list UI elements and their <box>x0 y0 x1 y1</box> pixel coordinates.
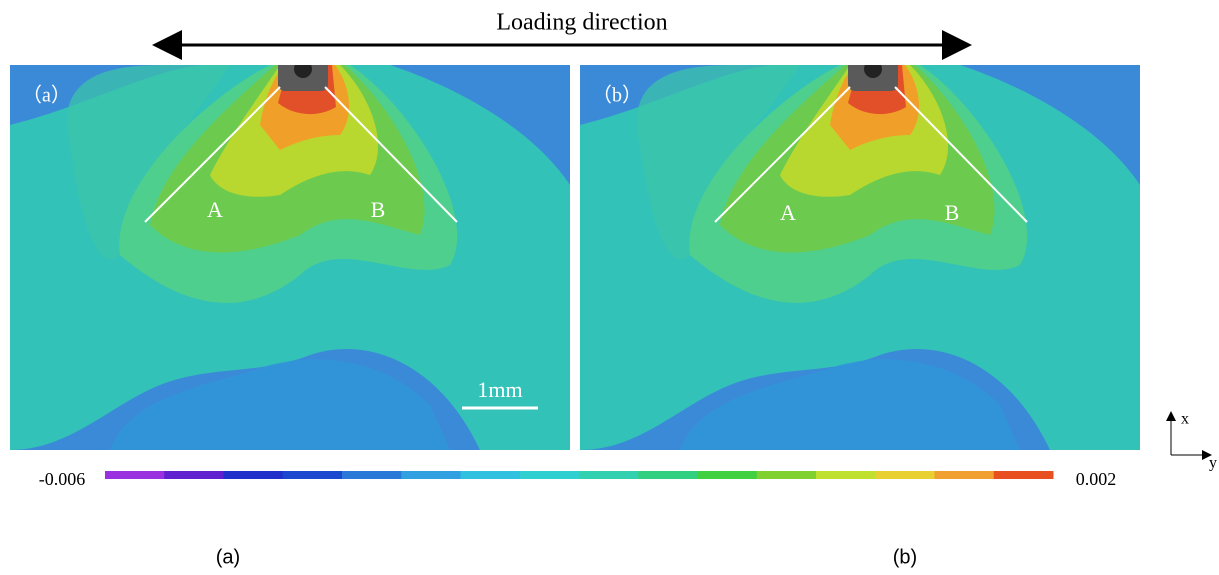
colorbar <box>105 471 1054 479</box>
axis-label: x <box>1181 411 1189 428</box>
colorbar-segment <box>164 471 224 479</box>
caption: (a) <box>216 546 240 568</box>
figure: Loading direction （a） A B 1mm （b） A B x … <box>0 0 1219 575</box>
colorbar-segment <box>875 471 935 479</box>
axes-icon: x y <box>1171 411 1217 472</box>
colorbar-segment <box>283 471 343 479</box>
caption: (b) <box>893 546 917 568</box>
colorbar-segment <box>342 471 402 479</box>
colorbar-segment <box>638 471 698 479</box>
panel-a: （a） A B 1mm <box>10 59 570 450</box>
panel-label: （b） <box>592 84 642 107</box>
panel-b: （b） A B <box>580 59 1140 450</box>
colorbar-segment <box>520 471 580 479</box>
colorbar-min: -0.006 <box>39 469 86 489</box>
scale-bar-label: 1mm <box>477 377 522 402</box>
axis-label: y <box>1209 455 1217 472</box>
point-label: A <box>780 200 796 225</box>
title: Loading direction <box>496 10 667 36</box>
colorbar-segment <box>401 471 461 479</box>
colorbar-segment <box>757 471 817 479</box>
point-label: A <box>207 197 223 222</box>
colorbar-segment <box>105 471 165 479</box>
colorbar-segment <box>935 471 995 479</box>
colorbar-segment <box>994 471 1054 479</box>
colorbar-segment <box>224 471 284 479</box>
colorbar-segment <box>816 471 876 479</box>
panel-label: （a） <box>22 84 71 107</box>
colorbar-segment <box>461 471 521 479</box>
point-label: B <box>945 200 960 225</box>
point-label: B <box>371 197 386 222</box>
colorbar-segment <box>698 471 758 479</box>
colorbar-max: 0.002 <box>1076 469 1117 489</box>
colorbar-segment <box>579 471 639 479</box>
